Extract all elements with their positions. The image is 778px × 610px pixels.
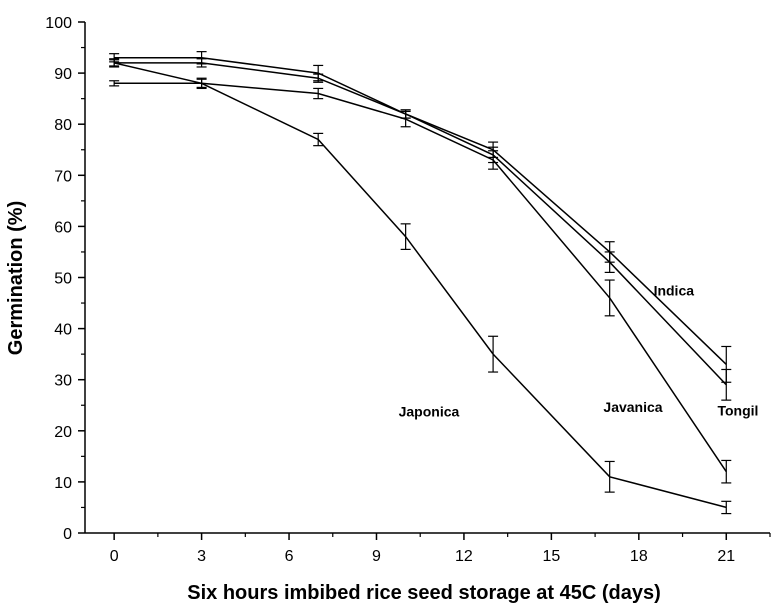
series-line-indica [114, 57, 727, 365]
y-tick-label: 30 [54, 373, 72, 390]
x-tick-label: 12 [455, 548, 473, 565]
x-tick-label: 18 [630, 548, 648, 565]
y-tick-label: 90 [54, 66, 72, 83]
x-tick-label: 9 [372, 548, 381, 565]
y-tick-label: 10 [54, 475, 72, 492]
x-tick-label: 15 [542, 548, 560, 565]
series-label-japonica: Japonica [399, 403, 460, 419]
x-tick-label: 6 [285, 548, 294, 565]
x-tick-label: 0 [110, 548, 119, 565]
x-tick-label: 3 [197, 548, 206, 565]
axes: 0 10 20 30 40 50 60 70 80 90 100 0 3 6 9 12 15 18 21 [45, 15, 771, 565]
x-axis-title: Six hours imbibed rice seed storage at 4… [187, 582, 661, 604]
y-tick-label: 40 [54, 322, 72, 339]
series-line-tongil [114, 62, 727, 386]
series-labels: Indica Tongil Javanica Japonica [399, 282, 759, 419]
y-tick-label: 70 [54, 168, 72, 185]
y-tick-label: 20 [54, 424, 72, 441]
y-axis-title: Germination (%) [5, 201, 27, 355]
series-label-tongil: Tongil [717, 402, 758, 418]
x-tick-label: 21 [717, 548, 735, 565]
series-label-indica: Indica [654, 282, 695, 298]
error-bars [109, 51, 732, 515]
y-tick-label: 60 [54, 219, 72, 236]
y-tick-label: 80 [54, 117, 72, 134]
series-label-javanica: Javanica [603, 399, 662, 415]
y-tick-label: 50 [54, 271, 72, 288]
y-tick-label: 0 [63, 526, 72, 543]
plot-lines [113, 57, 727, 509]
y-tick-label: 100 [45, 15, 72, 32]
series-line-japonica [113, 62, 727, 509]
